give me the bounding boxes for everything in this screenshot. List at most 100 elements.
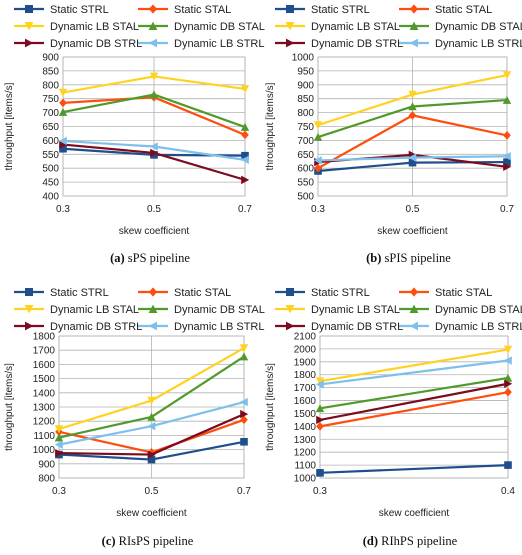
y-axis-label: throughput [items/s] [4, 82, 15, 170]
data-point [240, 415, 248, 425]
y-tick-label: 500 [297, 192, 314, 203]
y-tick-label: 1200 [294, 448, 317, 459]
data-point [316, 469, 324, 477]
y-tick-label: 1300 [294, 435, 317, 446]
data-point [408, 110, 417, 120]
caption-label: (a) [110, 251, 125, 265]
chart-panel-2: Static STRL Static STAL Dynamic LB STAL Dyn… [265, 4, 522, 265]
legend-marker [410, 287, 418, 297]
x-tick-label: 0.5 [145, 486, 159, 497]
legend-entry-label: Static STRL [311, 4, 370, 16]
data-point [241, 151, 249, 160]
legend-marker [25, 38, 34, 48]
legend-marker [148, 38, 157, 48]
legend-entry-label: Static STRL [311, 287, 370, 299]
legend-entry-label: Dynamic LB STRL [174, 321, 264, 333]
y-tick-label: 950 [297, 66, 314, 77]
y-tick-label: 1100 [294, 461, 316, 472]
series-line [319, 376, 509, 410]
x-tick-label: 0.5 [147, 204, 161, 215]
x-tick-label: 0.7 [237, 486, 251, 497]
x-tick-label: 0.4 [501, 486, 515, 497]
y-tick-label: 750 [297, 122, 314, 133]
data-point [147, 450, 156, 459]
data-point [503, 162, 512, 172]
legend-marker [148, 321, 157, 331]
y-tick-label: 500 [42, 164, 59, 175]
series-line [319, 463, 509, 474]
data-point [314, 163, 322, 173]
legend-entry-label: Dynamic DB STAL [174, 304, 265, 316]
legend-marker [286, 321, 295, 331]
caption-label: (b) [366, 251, 381, 265]
series-line [319, 382, 509, 421]
data-point [59, 98, 67, 108]
legend-marker [285, 22, 295, 31]
y-axis-label: throughput [items/s] [4, 363, 15, 451]
data-point [147, 396, 156, 405]
data-point [241, 175, 250, 185]
data-point [504, 387, 512, 397]
chart-panel-4: Static STRL Static STAL Dynamic LB STAL Dyn… [265, 287, 522, 548]
data-point [150, 148, 159, 158]
legend-entry-label: Dynamic LB STAL [311, 304, 400, 316]
data-point [58, 107, 68, 116]
x-tick-label: 0.7 [238, 204, 252, 215]
legend-entry-label: Dynamic DB STRL [50, 38, 142, 50]
data-point [54, 440, 63, 449]
data-point [313, 132, 323, 141]
data-point [503, 345, 513, 354]
legend-entry-label: Dynamic LB STAL [50, 304, 139, 316]
x-axis-label: skew coefficient [379, 508, 450, 519]
data-point [503, 356, 512, 365]
data-point [316, 415, 325, 425]
data-point [149, 72, 159, 81]
y-tick-label: 1300 [33, 403, 56, 414]
caption-text: RIhPS pipeline [378, 534, 458, 548]
y-tick-label: 450 [42, 178, 59, 189]
caption-text: sPS pipeline [125, 251, 191, 265]
y-tick-label: 900 [297, 80, 314, 91]
data-point [315, 377, 325, 386]
y-tick-label: 1600 [294, 396, 317, 407]
legend-entry-label: Static STRL [50, 287, 109, 299]
y-tick-label: 1000 [292, 53, 315, 64]
data-point [147, 412, 156, 421]
data-point [239, 397, 248, 407]
legend-marker [286, 288, 294, 296]
legend-entry-label: Dynamic DB STRL [50, 321, 142, 333]
x-tick-label: 0.5 [406, 204, 420, 215]
y-tick-label: 1700 [294, 383, 317, 394]
y-tick-label: 700 [297, 136, 314, 147]
y-tick-label: 650 [297, 150, 314, 161]
panel-caption: (c) RIsPS pipeline [102, 534, 194, 548]
legend-marker [24, 22, 34, 31]
data-point [59, 144, 67, 153]
legend-marker [25, 288, 33, 296]
legend-marker [409, 21, 419, 30]
plot-frame [58, 335, 245, 479]
legend-marker [286, 38, 295, 48]
data-point [241, 130, 249, 140]
panel-caption: (a) sPS pipeline [110, 251, 190, 265]
legend-marker [149, 4, 157, 14]
x-tick-label: 0.3 [52, 486, 66, 497]
series-line [319, 359, 509, 386]
y-tick-label: 850 [297, 94, 314, 105]
x-axis-label: skew coefficient [377, 226, 448, 237]
legend-marker [285, 305, 295, 314]
y-tick-label: 900 [42, 53, 59, 64]
y-tick-label: 1100 [33, 431, 55, 442]
data-point [58, 136, 67, 146]
legend-entry-label: Static STAL [435, 287, 492, 299]
y-tick-label: 850 [42, 66, 59, 77]
data-point [239, 344, 249, 353]
data-point [503, 158, 511, 166]
chart-panel-3: Static STRL Static STAL Dynamic LB STAL Dyn… [4, 287, 265, 548]
legend-entry-label: Static STRL [50, 4, 109, 16]
x-axis-label: skew coefficient [116, 508, 187, 519]
data-point [408, 153, 417, 162]
data-point [315, 380, 324, 389]
